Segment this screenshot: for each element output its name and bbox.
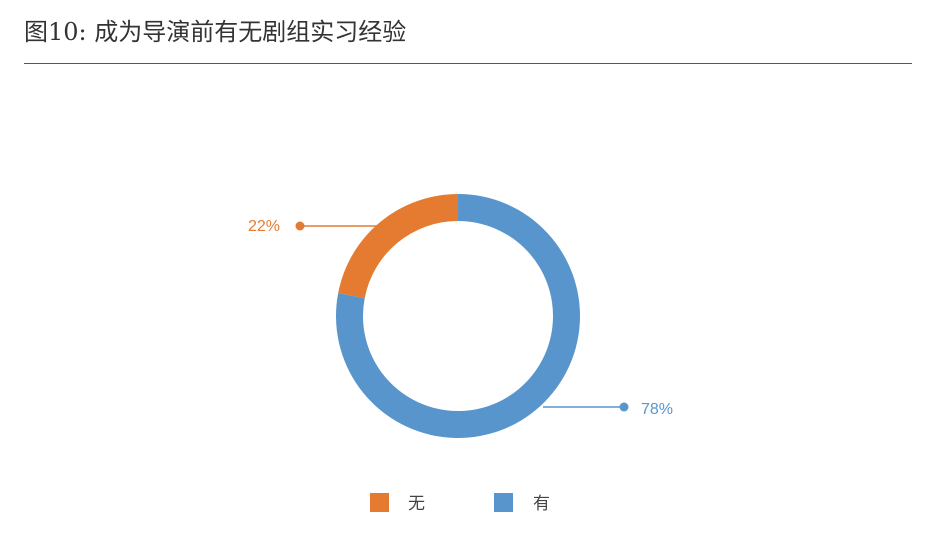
legend-label-yes: 有 bbox=[533, 494, 550, 514]
legend-swatch-yes bbox=[494, 493, 513, 512]
donut-slice-no bbox=[338, 194, 458, 299]
title-divider bbox=[24, 63, 912, 64]
slice-value-labels: 22% 78% bbox=[248, 218, 673, 418]
leader-dot-yes bbox=[619, 402, 629, 412]
value-label-yes: 78% bbox=[641, 401, 673, 418]
value-label-no: 22% bbox=[248, 218, 280, 235]
legend-label-no: 无 bbox=[408, 494, 425, 514]
slice-leaders bbox=[295, 221, 629, 412]
chart-legend: 无有 bbox=[370, 493, 550, 514]
legend-swatch-no bbox=[370, 493, 389, 512]
leader-dot-no bbox=[295, 221, 305, 231]
chart-title: 图10: 成为导演前有无剧组实习经验 bbox=[24, 18, 407, 46]
donut-slices bbox=[335, 194, 580, 438]
